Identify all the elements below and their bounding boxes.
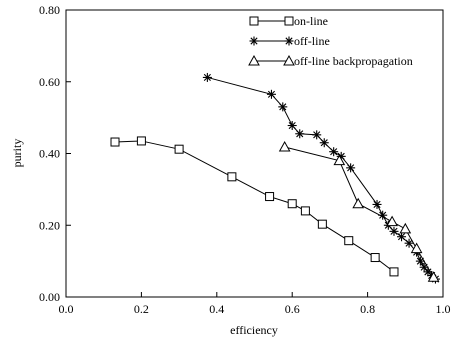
data-point [389, 267, 399, 277]
data-point [415, 256, 425, 266]
y-tick-label: 0.60 [39, 75, 60, 89]
data-point [287, 199, 297, 209]
data-point [312, 130, 322, 140]
y-tick-label: 0.80 [39, 3, 60, 17]
legend-marker [248, 54, 260, 66]
x-tick-label: 0.0 [59, 302, 74, 316]
legend-item: off-line [249, 34, 330, 48]
data-point [136, 136, 146, 146]
y-tick-label: 0.40 [39, 147, 60, 161]
data-point [278, 102, 288, 112]
data-point [278, 141, 291, 152]
series-layer [110, 72, 440, 284]
data-point [227, 172, 237, 182]
data-point [300, 206, 310, 216]
y-tick-label: 0.00 [39, 290, 60, 304]
series-asterisk [202, 72, 440, 284]
legend-marker [284, 16, 294, 26]
legend-item: off-line backpropagation [248, 54, 413, 68]
x-tick-label: 1.0 [436, 302, 451, 316]
data-point [344, 236, 354, 246]
legend-item: on-line [249, 14, 328, 28]
x-tick-label: 0.4 [209, 302, 224, 316]
data-point [427, 271, 440, 282]
data-point [319, 138, 329, 148]
y-axis-label: purity [10, 139, 24, 168]
data-point [317, 219, 327, 229]
data-point [386, 215, 398, 227]
data-point [370, 253, 380, 263]
series-line [114, 140, 395, 273]
legend-marker [284, 36, 294, 46]
x-tick-label: 0.8 [360, 302, 375, 316]
legend-label: off-line [294, 34, 330, 48]
y-tick-label: 0.20 [39, 218, 60, 232]
x-axis: 0.0 0.2 0.4 0.6 0.8 1.0 [59, 292, 451, 316]
data-point [352, 197, 365, 209]
legend-label: on-line [294, 14, 328, 28]
legend-label: off-line backpropagation [294, 54, 413, 68]
x-tick-label: 0.2 [134, 302, 149, 316]
legend-marker [249, 36, 259, 46]
data-point [333, 154, 346, 166]
series-square [110, 136, 399, 277]
data-point [174, 144, 184, 154]
data-point [287, 121, 297, 131]
data-point [389, 226, 399, 236]
x-axis-label: efficiency [230, 323, 278, 337]
data-point [346, 163, 356, 173]
data-point [372, 199, 382, 209]
data-point [202, 72, 212, 82]
legend: on-line off-line off-line backpropagation [248, 14, 413, 68]
data-point [265, 192, 275, 202]
series-line [207, 76, 436, 280]
data-point [295, 129, 305, 139]
data-point [110, 137, 120, 147]
data-point [266, 89, 276, 99]
data-point [397, 232, 407, 242]
data-point [410, 242, 423, 254]
series-triangle [278, 141, 440, 282]
legend-marker [283, 54, 295, 66]
legend-marker [249, 16, 259, 26]
data-point [404, 238, 414, 248]
x-tick-label: 0.6 [285, 302, 300, 316]
y-axis: 0.00 0.20 0.40 0.60 0.80 [39, 3, 71, 304]
data-point [329, 147, 339, 157]
data-point [399, 222, 412, 234]
data-point [423, 267, 433, 277]
